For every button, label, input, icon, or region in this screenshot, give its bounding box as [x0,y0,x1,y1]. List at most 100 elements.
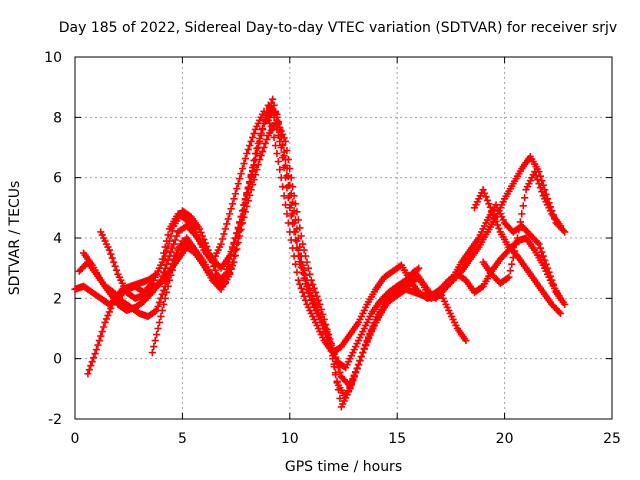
data-point-interp [485,200,493,208]
data-point-interp [301,252,310,260]
y-axis-label: SDTVAR / TECUs [7,181,23,296]
data-point [513,234,522,242]
data-point-interp [97,332,105,340]
data-point-interp [210,262,218,270]
data-point [561,228,569,236]
data-point-interp [94,341,102,349]
data-point [294,252,302,260]
data-point-interp [304,289,313,297]
data-point-interp [220,230,228,238]
data-point-interp [326,343,334,351]
data-point-interp [163,247,171,255]
data-point [294,276,302,284]
data-point-interp [281,174,290,182]
data-point-interp [260,143,268,152]
data-point-interp [248,133,257,142]
data-point [299,240,307,248]
data-point [195,225,204,233]
data-series-track-6 [148,168,565,357]
x-tick-label: 20 [496,431,514,447]
data-point-interp [503,274,512,282]
data-point-interp [280,164,288,172]
data-point [346,385,354,393]
data-point-interp [332,369,340,377]
data-point-interp [170,240,178,248]
data-point-interp [257,129,265,138]
data-point-interp [286,165,294,173]
data-point-interp [314,296,323,304]
data-point-interp [559,226,567,235]
data-point-interp [353,365,361,373]
data-point [226,264,234,272]
data-point-interp [536,184,544,192]
data-point [269,107,277,115]
data-point-interp [244,145,252,154]
data-point-interp [266,103,274,111]
data-point [320,324,328,333]
data-point-interp [330,360,338,368]
tick-marks [74,56,613,420]
data-point-interp [362,340,370,349]
data-point [531,168,539,176]
data-point-interp [263,135,271,144]
data-point-interp [291,260,300,268]
data-point-interp [495,224,503,233]
data-point-interp [100,323,108,331]
data-point [101,318,109,327]
data-point-interp [250,156,258,165]
data-point-interp [153,330,161,339]
data-point-interp [158,290,166,298]
data-point-interp [493,221,502,229]
data-point-interp [293,244,301,252]
data-point [243,149,251,158]
data-point-interp [200,235,208,244]
data-point-interp [218,235,227,243]
data-point [290,192,298,200]
data-point [217,240,225,248]
x-tick-label: 0 [71,431,80,447]
data-point-interp [160,300,168,308]
data-point-interp [293,208,301,216]
data-point-interp [164,282,172,290]
data-point-interp [111,262,119,270]
data-point-interp [151,307,159,316]
data-point-interp [301,280,310,288]
data-point [148,349,156,357]
data-point-interp [296,258,304,266]
data-point-interp [327,347,335,355]
data-point-interp [238,165,247,173]
data-point-interp [310,284,318,292]
data-point-interp [299,269,307,277]
data-point [561,300,569,308]
data-point-interp [256,134,264,143]
data-point [479,186,487,194]
data-point-interp [296,224,304,232]
data-point-interp [279,153,287,162]
data-point-interp [319,310,327,319]
data-point-interp [482,193,490,201]
data-point-interp [167,248,175,256]
data-point-interp [533,176,542,184]
data-point-interp [164,256,172,264]
data-point-interp [533,238,542,247]
data-point-interp [324,338,333,346]
data-point-interp [227,247,235,256]
data-point-interp [240,206,248,214]
data-point-interp [170,261,178,269]
data-point-interp [161,294,169,302]
data-point-interp [236,175,244,183]
data-point-interp [350,373,358,381]
data-point [92,346,101,354]
data-point-interp [167,271,175,279]
data-point [286,204,294,212]
x-tick-labels: 0 5 10 15 20 25 [71,431,621,447]
data-point-interp [323,333,331,342]
data-point-interp [233,185,241,193]
data-point-interp [356,357,364,365]
data-point-interp [511,247,519,255]
data-point-interp [352,369,360,377]
data-point-interp [347,381,355,389]
data-point-interp [112,266,121,274]
data-point-interp [258,147,267,156]
